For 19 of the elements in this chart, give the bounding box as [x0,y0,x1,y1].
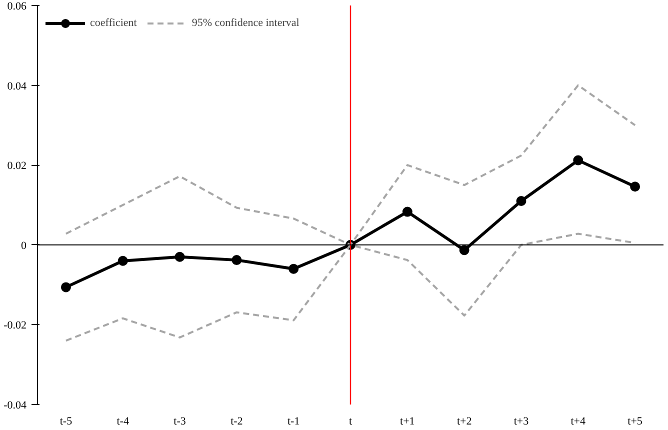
legend-label: 95% confidence interval [192,17,300,29]
x-tick-label: t+5 [628,416,643,428]
y-tick-label: -0.04 [4,400,27,412]
y-tick-label: 0.02 [7,160,26,172]
legend-label: coefficient [90,17,137,29]
x-tick-label: t+4 [570,416,586,428]
y-tick-label: -0.02 [4,320,27,332]
x-tick-label: t-4 [116,416,130,428]
y-tick-label: 0.06 [7,0,27,12]
x-tick-label: t [348,416,352,428]
x-tick-label: t-5 [60,416,73,428]
x-tick-label: t+1 [400,416,415,428]
y-tick-label: 0 [21,240,27,252]
y-tick-label: 0.04 [7,80,27,92]
x-tick-label: t+2 [456,416,472,428]
x-tick-label: t+3 [514,416,530,428]
x-tick-label: t-1 [287,416,300,428]
x-tick-label: t-3 [174,416,186,428]
x-tick-label: t-2 [230,416,243,428]
